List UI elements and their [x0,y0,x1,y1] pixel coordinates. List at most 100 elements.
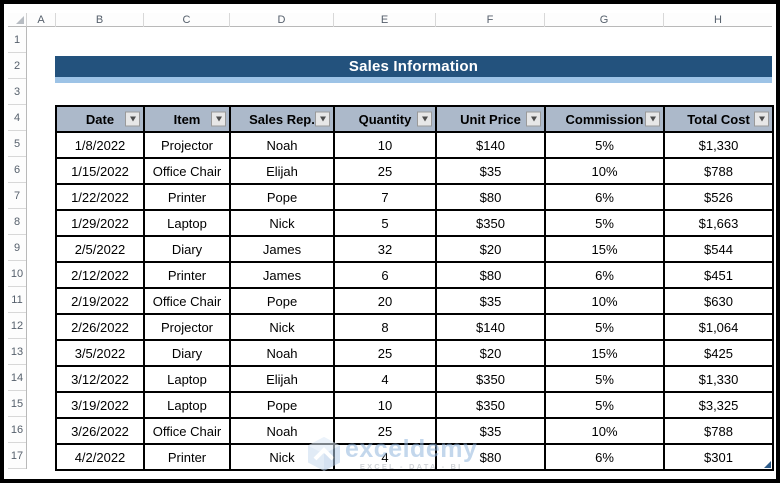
filter-dropdown-icon[interactable] [211,111,226,127]
cell[interactable]: $425 [663,339,774,367]
cell[interactable]: $1,330 [663,365,774,393]
cell[interactable]: 5% [544,313,665,341]
cell[interactable]: Pope [229,183,335,211]
table-resize-handle[interactable] [764,461,771,468]
cell[interactable]: Office Chair [143,157,231,185]
cell[interactable]: Laptop [143,365,231,393]
cell[interactable]: 2/12/2022 [55,261,145,289]
cell[interactable]: 10% [544,417,665,445]
row-header-12[interactable]: 12 [8,313,26,339]
cell[interactable]: 10% [544,157,665,185]
cell[interactable]: Printer [143,261,231,289]
cell[interactable]: James [229,235,335,263]
cell[interactable]: $3,325 [663,391,774,419]
filter-dropdown-icon[interactable] [417,111,432,127]
cell[interactable]: 5% [544,365,665,393]
cell[interactable]: 25 [333,417,437,445]
cell[interactable]: 6% [544,443,665,471]
filter-dropdown-icon[interactable] [645,111,660,127]
cell[interactable]: $301 [663,443,774,471]
cell[interactable]: $140 [435,131,546,159]
cell[interactable]: Printer [143,443,231,471]
cell[interactable]: 8 [333,313,437,341]
cell[interactable]: $35 [435,287,546,315]
cell[interactable]: Nick [229,209,335,237]
cell[interactable]: 2/26/2022 [55,313,145,341]
cell[interactable]: $140 [435,313,546,341]
cell[interactable]: 2/5/2022 [55,235,145,263]
cell[interactable]: Noah [229,339,335,367]
cell[interactable]: 5 [333,209,437,237]
row-header-2[interactable]: 2 [8,53,26,79]
cell[interactable]: 10 [333,131,437,159]
cell[interactable]: Office Chair [143,417,231,445]
cell[interactable]: 25 [333,339,437,367]
column-header-cell-date[interactable]: Date [55,105,145,133]
cell[interactable]: 3/26/2022 [55,417,145,445]
cell[interactable]: 1/8/2022 [55,131,145,159]
row-header-4[interactable]: 4 [8,105,26,131]
cell[interactable]: $20 [435,235,546,263]
cell[interactable]: Noah [229,417,335,445]
row-header-9[interactable]: 9 [8,235,26,261]
cell[interactable]: $80 [435,183,546,211]
filter-dropdown-icon[interactable] [754,111,769,127]
cell[interactable]: 6% [544,261,665,289]
column-header-b[interactable]: B [55,13,143,27]
cell[interactable]: $350 [435,391,546,419]
cell[interactable]: $630 [663,287,774,315]
filter-dropdown-icon[interactable] [526,111,541,127]
cell[interactable]: $526 [663,183,774,211]
filter-dropdown-icon[interactable] [125,111,140,127]
cell[interactable]: Diary [143,235,231,263]
cell[interactable]: 32 [333,235,437,263]
row-header-1[interactable]: 1 [8,27,26,53]
column-header-h[interactable]: H [663,13,772,27]
cell[interactable]: $35 [435,417,546,445]
title-banner[interactable]: Sales Information [55,56,772,77]
cell[interactable]: 3/5/2022 [55,339,145,367]
cell[interactable]: 25 [333,157,437,185]
select-all-button[interactable] [8,13,27,27]
cell[interactable]: Noah [229,131,335,159]
cell[interactable]: James [229,261,335,289]
cell[interactable]: 10% [544,287,665,315]
cell[interactable]: $788 [663,157,774,185]
cell[interactable]: 2/19/2022 [55,287,145,315]
cell[interactable]: $80 [435,261,546,289]
filter-dropdown-icon[interactable] [315,111,330,127]
row-header-3[interactable]: 3 [8,79,26,105]
row-header-5[interactable]: 5 [8,131,26,157]
column-header-e[interactable]: E [333,13,435,27]
cell[interactable]: 7 [333,183,437,211]
row-header-14[interactable]: 14 [8,365,26,391]
cell[interactable]: 5% [544,131,665,159]
cell[interactable]: 4/2/2022 [55,443,145,471]
column-header-cell-total-cost[interactable]: Total Cost [663,105,774,133]
cell[interactable]: Projector [143,131,231,159]
column-header-cell-sales-rep[interactable]: Sales Rep. [229,105,335,133]
cell[interactable]: 20 [333,287,437,315]
column-header-c[interactable]: C [143,13,229,27]
row-header-13[interactable]: 13 [8,339,26,365]
cell[interactable]: 5% [544,209,665,237]
row-header-6[interactable]: 6 [8,157,26,183]
cell[interactable]: Laptop [143,391,231,419]
cell[interactable]: $80 [435,443,546,471]
row-header-8[interactable]: 8 [8,209,26,235]
cell[interactable]: 6 [333,261,437,289]
cell[interactable]: 6% [544,183,665,211]
cell[interactable]: Laptop [143,209,231,237]
cell[interactable]: Projector [143,313,231,341]
cell[interactable]: $350 [435,209,546,237]
cell[interactable]: Diary [143,339,231,367]
cell[interactable]: $451 [663,261,774,289]
cell[interactable]: $1,064 [663,313,774,341]
cell[interactable]: Nick [229,313,335,341]
cell[interactable]: Elijah [229,157,335,185]
column-header-cell-item[interactable]: Item [143,105,231,133]
cell[interactable]: 15% [544,339,665,367]
column-header-d[interactable]: D [229,13,333,27]
cell[interactable]: $788 [663,417,774,445]
column-header-cell-commission[interactable]: Commission [544,105,665,133]
